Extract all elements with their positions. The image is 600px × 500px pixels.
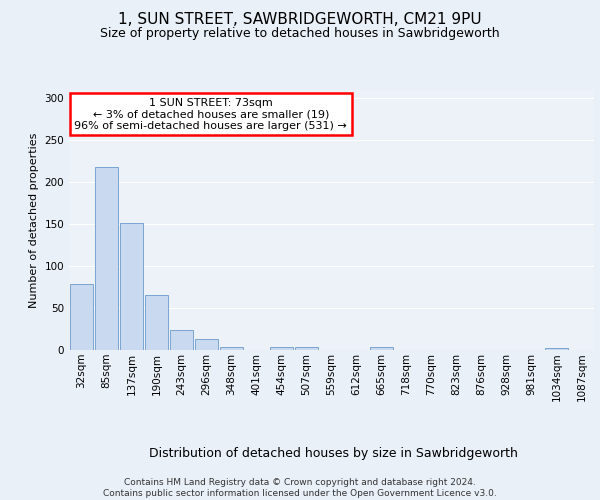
Bar [220, 348, 243, 350]
Y-axis label: Number of detached properties: Number of detached properties [29, 132, 39, 308]
Bar [545, 348, 568, 350]
Bar [170, 330, 193, 350]
Text: Size of property relative to detached houses in Sawbridgeworth: Size of property relative to detached ho… [100, 28, 500, 40]
Bar [370, 348, 393, 350]
Text: 1, SUN STREET, SAWBRIDGEWORTH, CM21 9PU: 1, SUN STREET, SAWBRIDGEWORTH, CM21 9PU [118, 12, 482, 28]
Bar [95, 167, 118, 350]
Bar [120, 222, 143, 350]
Bar [270, 346, 293, 350]
Bar [145, 294, 168, 350]
Text: 1 SUN STREET: 73sqm
← 3% of detached houses are smaller (19)
96% of semi-detache: 1 SUN STREET: 73sqm ← 3% of detached hou… [74, 98, 347, 131]
Bar [295, 346, 318, 350]
Bar [70, 284, 93, 350]
Bar [195, 339, 218, 350]
Text: Contains HM Land Registry data © Crown copyright and database right 2024.
Contai: Contains HM Land Registry data © Crown c… [103, 478, 497, 498]
Text: Distribution of detached houses by size in Sawbridgeworth: Distribution of detached houses by size … [149, 448, 517, 460]
